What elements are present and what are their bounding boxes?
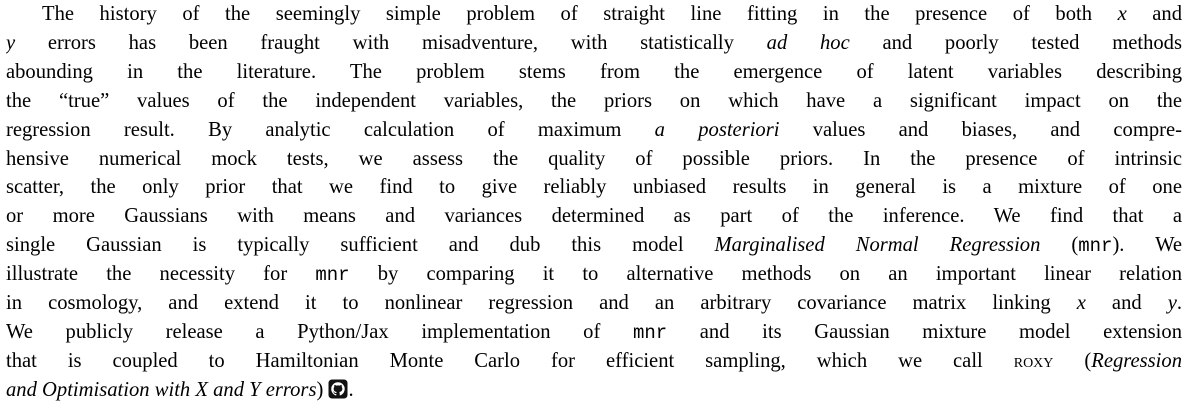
text-line: illustrate the necessity for mnr by comp… [6,260,1182,289]
text: ( [1053,349,1092,372]
text: x [1117,3,1127,25]
text-line: the “true” values of the independent var… [6,87,1182,116]
text-line: or more Gaussians with means and varianc… [6,202,1182,231]
text: ). We [1112,234,1182,257]
text: . [348,378,354,401]
text: ) [316,378,324,401]
text: and poorly tested methods [849,31,1182,54]
text: or more Gaussians with means and varianc… [6,205,1182,228]
text-line: scatter, the only prior that we find to … [6,173,1182,202]
text: a posteriori [654,118,780,141]
text: and [1085,292,1168,314]
text: scatter, the only prior that we find to … [6,176,1182,199]
text: illustrate the necessity for [6,263,316,286]
text-line: and Optimisation with X and Y errors) . [6,376,1182,401]
text: Marginalised Normal Regression [714,234,1041,257]
text: single Gaussian is typically sufficient … [6,234,715,257]
text: errors has been fraught with misadventur… [15,31,767,54]
text: y [1167,292,1177,314]
text: hensive numerical mock tests, we assess … [6,147,1182,170]
text-line: We publicly release a Python/Jax impleme… [6,318,1182,347]
text: We publicly release a Python/Jax impleme… [6,320,633,343]
text-line: The history of the seemingly simple prob… [42,0,1182,29]
text: the “true” values of the independent var… [6,89,1182,112]
text: and its Gaussian mixture model extension [667,320,1182,343]
text: in cosmology, and extend it to nonlinear… [6,292,1077,314]
text-line: abounding in the literature. The problem… [6,58,1182,87]
text-line: y errors has been fraught with misadvent… [6,29,1182,58]
text: that is coupled to Hamiltonian Monte Car… [6,349,1014,372]
text-line: single Gaussian is typically sufficient … [6,231,1182,260]
text-line: in cosmology, and extend it to nonlinear… [6,289,1182,318]
text: by comparing it to alternative methods o… [349,263,1182,286]
text: values and biases, and compre- [779,118,1182,141]
text: Regression [1091,349,1182,372]
github-icon[interactable] [328,379,348,399]
text: y [6,31,16,54]
text: regression result. By analytic calculati… [6,118,655,141]
text-line: hensive numerical mock tests, we assess … [6,145,1182,174]
text: ad hoc [766,31,850,54]
text-line: regression result. By analytic calculati… [6,116,1182,145]
text: mnr [1078,235,1113,258]
text: x [1076,292,1086,314]
text: roxy [1013,349,1054,372]
text-line: that is coupled to Hamiltonian Monte Car… [6,347,1182,376]
text: and Optimisation with X and Y errors [6,378,317,401]
text: and [1126,3,1182,25]
text: ( [1040,234,1079,257]
text: abounding in the literature. The problem… [6,60,1182,83]
text: mnr [315,264,350,287]
text: mnr [632,321,668,344]
text: . [1176,292,1182,314]
text: The history of the seemingly simple prob… [42,3,1118,25]
